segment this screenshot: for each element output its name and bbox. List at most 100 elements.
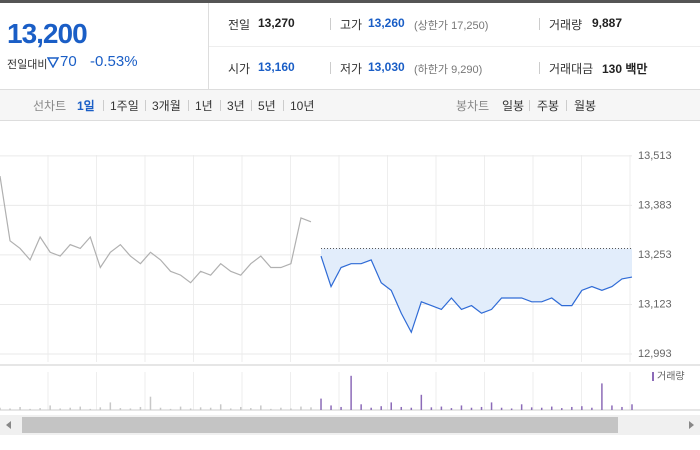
divider	[208, 3, 209, 89]
volume-bar	[460, 405, 463, 410]
tab[interactable]: 1주일	[110, 99, 139, 113]
volume-bar	[530, 407, 533, 410]
field-label: 시가	[228, 62, 251, 76]
volume-bar	[229, 408, 232, 410]
tab[interactable]: 3개월	[152, 99, 181, 113]
volume-bar	[139, 406, 142, 410]
volume-bar	[159, 407, 162, 410]
volume-bar	[89, 408, 92, 410]
volume-bar	[340, 406, 342, 410]
tab-group-label: 선차트	[33, 99, 67, 113]
area-fill	[321, 248, 632, 333]
separator	[529, 100, 530, 111]
separator	[330, 62, 331, 74]
change-label: 전일대비	[7, 59, 48, 71]
price-line	[0, 175, 312, 284]
volume-bar	[29, 408, 31, 410]
top-border	[0, 0, 700, 3]
row-divider	[209, 46, 700, 47]
field-value: 13,030	[368, 60, 405, 74]
volume-bar	[410, 407, 413, 410]
volume-bar	[129, 408, 132, 410]
volume-bar	[19, 406, 21, 410]
volume-bar	[169, 408, 172, 410]
y-tick-label: 13,383	[638, 199, 672, 211]
field-label: 거래대금	[549, 62, 594, 76]
volume-bar	[510, 408, 513, 410]
volume-bar	[380, 406, 382, 410]
volume-bar	[330, 405, 332, 410]
price-line	[320, 255, 633, 334]
volume-bar	[199, 407, 202, 410]
down-icon	[47, 57, 59, 68]
volume-bar	[260, 405, 262, 410]
volume-bar	[290, 408, 292, 410]
change: 70	[60, 53, 77, 70]
tab[interactable]: 일봉	[502, 99, 525, 113]
tab[interactable]: 1년	[195, 99, 213, 113]
volume-bar	[9, 408, 11, 410]
volume-bar	[591, 407, 593, 410]
volume-bar	[99, 407, 102, 410]
volume-bar	[621, 406, 623, 410]
tab[interactable]: 월봉	[574, 99, 597, 113]
legend-swatch	[652, 372, 654, 381]
price: 13,200	[7, 18, 88, 49]
volume-bar	[240, 406, 242, 410]
tab[interactable]: 3년	[227, 99, 245, 113]
y-tick-label: 12,993	[638, 348, 672, 360]
volume-bar	[250, 408, 252, 410]
volume-bar	[270, 408, 272, 410]
field-label: 저가	[340, 62, 363, 76]
tab[interactable]: 10년	[290, 99, 315, 113]
volume-bar	[39, 408, 41, 410]
volume-bar	[320, 398, 322, 410]
field-value: 9,887	[592, 16, 623, 30]
volume-bar	[79, 406, 82, 410]
volume-bar	[49, 405, 51, 410]
volume-bar	[581, 406, 583, 410]
volume-bar	[370, 407, 372, 410]
volume-bar	[59, 408, 61, 410]
volume-bar	[189, 408, 192, 410]
field-value: 13,160	[258, 60, 295, 74]
scroll-left[interactable]	[6, 421, 11, 429]
scroll-thumb[interactable]	[22, 417, 618, 433]
volume-bar	[540, 407, 543, 410]
tab[interactable]: 1일	[77, 99, 95, 113]
volume-bar	[209, 407, 212, 410]
separator	[188, 100, 189, 111]
field-note: (하한가 9,290)	[414, 64, 483, 76]
volume-bar	[561, 408, 563, 410]
volume-bar	[470, 407, 473, 410]
separator	[145, 100, 146, 111]
tab[interactable]: 주봉	[537, 99, 560, 113]
volume-bar	[219, 404, 222, 410]
separator	[330, 18, 331, 30]
volume-bar	[440, 406, 443, 410]
volume-bar	[400, 406, 403, 410]
field-value: 13,270	[258, 16, 295, 30]
plot-frame	[0, 125, 700, 362]
volume-bar	[450, 408, 453, 410]
volume-bar	[300, 406, 302, 410]
tab-bar	[0, 89, 700, 121]
separator	[539, 62, 540, 74]
scroll-right[interactable]	[689, 421, 694, 429]
volume-bar	[571, 406, 573, 410]
volume-bar	[149, 396, 152, 410]
volume-bar	[490, 402, 493, 410]
volume-bar	[360, 404, 362, 410]
separator	[283, 100, 284, 111]
volume-bar	[280, 407, 282, 410]
volume-bar	[119, 408, 122, 410]
volume-bar	[631, 404, 633, 410]
volume-bar	[550, 406, 553, 410]
tab[interactable]: 5년	[258, 99, 276, 113]
separator	[220, 100, 221, 111]
volume-bar	[520, 404, 523, 410]
field-value: 130 백만	[602, 62, 648, 76]
volume-bar	[430, 407, 433, 410]
field-value: 13,260	[368, 16, 405, 30]
